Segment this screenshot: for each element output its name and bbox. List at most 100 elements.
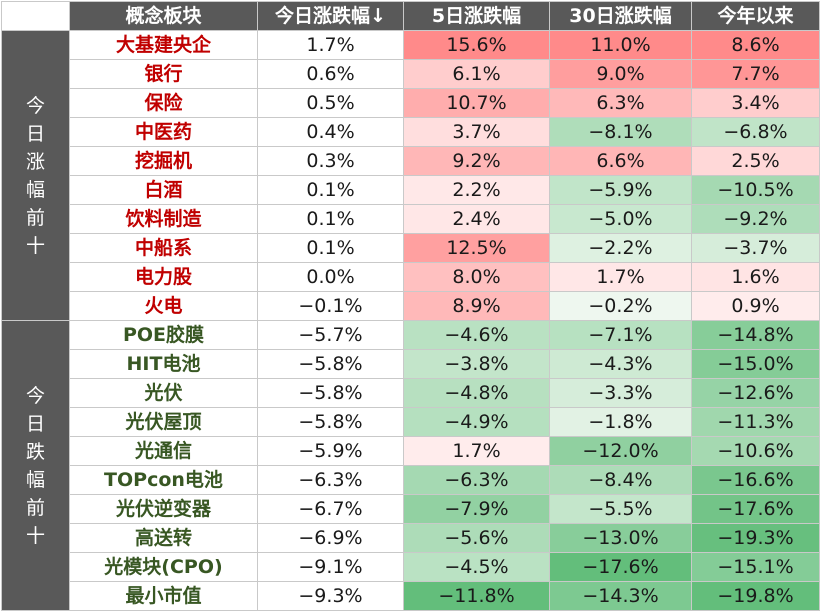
table-row[interactable]: 今日涨幅前十大基建央企 1.7% 15.6% 11.0% 8.6% bbox=[1, 30, 820, 321]
cell-30day-change: −5.0% bbox=[549, 204, 692, 234]
sector-name[interactable]: 饮料制造 bbox=[69, 204, 258, 234]
cell-30day-change: −7.1% bbox=[549, 320, 692, 350]
table-row[interactable]: TOPcon电池 −6.3% −6.3% −8.4% −16.6% bbox=[2, 465, 820, 495]
cell-ytd-change: 1.6% bbox=[691, 262, 820, 292]
cell-5day-change: 9.2% bbox=[403, 146, 550, 176]
cell-5day-change: 3.7% bbox=[403, 117, 550, 147]
sector-name[interactable]: 光伏屋顶 bbox=[69, 407, 258, 437]
cell-30day-change: −5.5% bbox=[549, 494, 692, 524]
cell-ytd-change: −9.2% bbox=[691, 204, 820, 234]
table-row[interactable]: 银行 0.6% 6.1% 9.0% 7.7% bbox=[2, 59, 820, 89]
table-row[interactable]: 中船系 0.1% 12.5% −2.2% −3.7% bbox=[2, 233, 820, 263]
cell-today-change: −6.3% bbox=[257, 465, 404, 495]
cell-5day-change: −5.6% bbox=[403, 523, 550, 553]
sector-name[interactable]: 光伏逆变器 bbox=[69, 494, 258, 524]
cell-today-change: 0.4% bbox=[257, 117, 404, 147]
cell-30day-change: 11.0% bbox=[549, 30, 692, 60]
table-row[interactable]: 今日跌幅前十 POE胶膜 −5.7% −4.6% −7.1% −14.8% bbox=[1, 320, 820, 611]
table-row[interactable]: 挖掘机 0.3% 9.2% 6.6% 2.5% bbox=[2, 146, 820, 176]
cell-today-change: −9.1% bbox=[257, 552, 404, 582]
sector-name[interactable]: 光通信 bbox=[69, 436, 258, 466]
table-row[interactable]: 光伏逆变器 −6.7% −7.9% −5.5% −17.6% bbox=[2, 494, 820, 524]
cell-ytd-change: −3.7% bbox=[691, 233, 820, 263]
sector-name[interactable]: 最小市值 bbox=[69, 581, 258, 611]
cell-30day-change: −13.0% bbox=[549, 523, 692, 553]
cell-today-change: 0.0% bbox=[257, 262, 404, 292]
cell-today-change: 0.3% bbox=[257, 146, 404, 176]
cell-today-change: −5.8% bbox=[257, 378, 404, 408]
table-row[interactable]: 中医药 0.4% 3.7% −8.1% −6.8% bbox=[2, 117, 820, 147]
header-ytd-change[interactable]: 今年以来 bbox=[691, 1, 820, 31]
cell-ytd-change: −14.8% bbox=[691, 320, 820, 350]
header-30day-change[interactable]: 30日涨跌幅 bbox=[549, 1, 692, 31]
cell-today-change: 0.1% bbox=[257, 204, 404, 234]
cell-today-change: −5.8% bbox=[257, 407, 404, 437]
sector-name[interactable]: 光伏 bbox=[69, 378, 258, 408]
header-5day-change[interactable]: 5日涨跌幅 bbox=[403, 1, 550, 31]
header-row: 概念板块 今日涨跌幅↓ 5日涨跌幅 30日涨跌幅 今年以来 bbox=[1, 1, 820, 31]
table-row[interactable]: 光通信 −5.9% 1.7% −12.0% −10.6% bbox=[2, 436, 820, 466]
table-row[interactable]: 白酒 0.1% 2.2% −5.9% −10.5% bbox=[2, 175, 820, 205]
cell-30day-change: 6.3% bbox=[549, 88, 692, 118]
cell-ytd-change: 8.6% bbox=[691, 30, 820, 60]
table-row[interactable]: 火电 −0.1% 8.9% −0.2% 0.9% bbox=[2, 291, 820, 321]
cell-5day-change: 10.7% bbox=[403, 88, 550, 118]
header-today-change[interactable]: 今日涨跌幅↓ bbox=[257, 1, 404, 31]
table-row[interactable]: 光伏屋顶 −5.8% −4.9% −1.8% −11.3% bbox=[2, 407, 820, 437]
sector-name[interactable]: 中船系 bbox=[69, 233, 258, 263]
sector-name[interactable]: 光模块(CPO) bbox=[69, 552, 258, 582]
cell-today-change: 0.1% bbox=[257, 175, 404, 205]
cell-5day-change: 8.9% bbox=[403, 291, 550, 321]
cell-today-change: −5.9% bbox=[257, 436, 404, 466]
cell-5day-change: −4.6% bbox=[403, 320, 550, 350]
cell-today-change: −0.1% bbox=[257, 291, 404, 321]
cell-ytd-change: −17.6% bbox=[691, 494, 820, 524]
cell-30day-change: −17.6% bbox=[549, 552, 692, 582]
table-row[interactable]: 光伏 −5.8% −4.8% −3.3% −12.6% bbox=[2, 378, 820, 408]
cell-30day-change: −8.4% bbox=[549, 465, 692, 495]
group-label-text: 今日涨幅前十 bbox=[25, 94, 45, 257]
cell-ytd-change: −16.6% bbox=[691, 465, 820, 495]
cell-30day-change: −3.3% bbox=[549, 378, 692, 408]
cell-ytd-change: 0.9% bbox=[691, 291, 820, 321]
sector-name[interactable]: 白酒 bbox=[69, 175, 258, 205]
cell-ytd-change: 2.5% bbox=[691, 146, 820, 176]
cell-30day-change: −8.1% bbox=[549, 117, 692, 147]
sector-name[interactable]: HIT电池 bbox=[69, 349, 258, 379]
cell-ytd-change: 7.7% bbox=[691, 59, 820, 89]
table-row[interactable]: 最小市值 −9.3% −11.8% −14.3% −19.8% bbox=[2, 581, 820, 611]
sector-name[interactable]: 大基建央企 bbox=[69, 30, 258, 60]
cell-today-change: −5.7% bbox=[257, 320, 404, 350]
cell-30day-change: −1.8% bbox=[549, 407, 692, 437]
cell-ytd-change: −19.8% bbox=[691, 581, 820, 611]
sector-name[interactable]: 挖掘机 bbox=[69, 146, 258, 176]
cell-today-change: 0.6% bbox=[257, 59, 404, 89]
sector-name[interactable]: 中医药 bbox=[69, 117, 258, 147]
cell-5day-change: −11.8% bbox=[403, 581, 550, 611]
sector-name[interactable]: 银行 bbox=[69, 59, 258, 89]
group-label-text: 今日跌幅前十 bbox=[25, 384, 45, 547]
cell-30day-change: −12.0% bbox=[549, 436, 692, 466]
sector-name[interactable]: TOPcon电池 bbox=[69, 465, 258, 495]
cell-5day-change: −4.9% bbox=[403, 407, 550, 437]
cell-5day-change: −7.9% bbox=[403, 494, 550, 524]
sector-name[interactable]: 高送转 bbox=[69, 523, 258, 553]
cell-5day-change: 2.4% bbox=[403, 204, 550, 234]
table-row[interactable]: 电力股 0.0% 8.0% 1.7% 1.6% bbox=[2, 262, 820, 292]
cell-30day-change: −5.9% bbox=[549, 175, 692, 205]
table-row[interactable]: 光模块(CPO) −9.1% −4.5% −17.6% −15.1% bbox=[2, 552, 820, 582]
cell-5day-change: −3.8% bbox=[403, 349, 550, 379]
sector-name[interactable]: POE胶膜 bbox=[69, 320, 258, 350]
cell-today-change: 0.1% bbox=[257, 233, 404, 263]
sector-name[interactable]: 电力股 bbox=[69, 262, 258, 292]
header-sector[interactable]: 概念板块 bbox=[69, 1, 258, 31]
sector-name[interactable]: 火电 bbox=[69, 291, 258, 321]
cell-30day-change: −14.3% bbox=[549, 581, 692, 611]
table-row[interactable]: HIT电池 −5.8% −3.8% −4.3% −15.0% bbox=[2, 349, 820, 379]
cell-today-change: −5.8% bbox=[257, 349, 404, 379]
table-row[interactable]: 高送转 −6.9% −5.6% −13.0% −19.3% bbox=[2, 523, 820, 553]
sector-name[interactable]: 保险 bbox=[69, 88, 258, 118]
table-row[interactable]: 保险 0.5% 10.7% 6.3% 3.4% bbox=[2, 88, 820, 118]
table-row[interactable]: 饮料制造 0.1% 2.4% −5.0% −9.2% bbox=[2, 204, 820, 234]
